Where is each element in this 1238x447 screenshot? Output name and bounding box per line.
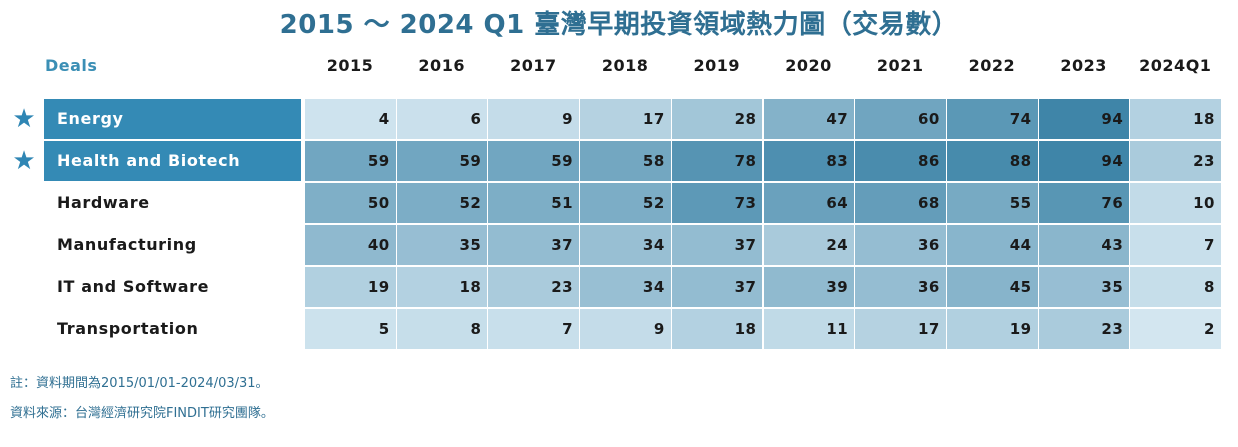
column-header-2021: 2021 xyxy=(876,56,924,75)
heatmap-cell-hardware-2018: 52 xyxy=(580,183,671,223)
row-label-manufacturing: Manufacturing xyxy=(57,235,197,254)
heatmap-cell-it-and-software-2016: 18 xyxy=(396,267,488,307)
heatmap-cell-it-and-software-2022: 45 xyxy=(946,267,1038,307)
heatmap-cell-hardware-2021: 68 xyxy=(855,183,946,223)
heatmap-cell-transportation-2019: 18 xyxy=(671,309,763,349)
heatmap-cell-hardware-2024Q1: 10 xyxy=(1130,183,1221,223)
heatmap-cell-manufacturing-2015: 40 xyxy=(305,225,396,265)
heatmap-cell-energy-2016: 6 xyxy=(396,99,488,139)
heatmap-cell-health-and-biotech-2024Q1: 23 xyxy=(1130,141,1221,181)
heatmap-cell-it-and-software-2017: 23 xyxy=(488,267,580,307)
heatmap-cell-hardware-2017: 51 xyxy=(488,183,580,223)
heatmap-cell-manufacturing-2019: 37 xyxy=(671,225,763,265)
column-header-2020: 2020 xyxy=(785,56,832,75)
heatmap-cell-transportation-2018: 9 xyxy=(580,309,671,349)
heatmap-cell-health-and-biotech-2020: 83 xyxy=(763,141,855,181)
column-header-2022: 2022 xyxy=(968,56,1016,75)
heatmap-cell-energy-2023: 94 xyxy=(1038,99,1130,139)
heatmap-cell-energy-2021: 60 xyxy=(855,99,946,139)
heatmap-cell-hardware-2022: 55 xyxy=(946,183,1038,223)
heatmap-cell-energy-2015: 4 xyxy=(305,99,396,139)
footnote-period: 註：資料期間為2015/01/01-2024/03/31。 xyxy=(10,376,269,391)
heatmap-cell-energy-2024Q1: 18 xyxy=(1130,99,1221,139)
column-header-2017: 2017 xyxy=(510,56,557,75)
heatmap-cell-hardware-2020: 64 xyxy=(763,183,855,223)
heatmap-cell-hardware-2019: 73 xyxy=(671,183,763,223)
heatmap-cell-manufacturing-2023: 43 xyxy=(1038,225,1130,265)
star-icon: ★ xyxy=(12,146,36,176)
heatmap-cell-health-and-biotech-2017: 59 xyxy=(488,141,580,181)
row-label-energy: Energy xyxy=(44,99,301,139)
heatmap-cell-manufacturing-2018: 34 xyxy=(580,225,671,265)
heatmap-cell-it-and-software-2021: 36 xyxy=(855,267,946,307)
heatmap-cell-energy-2020: 47 xyxy=(763,99,855,139)
column-header-2018: 2018 xyxy=(601,56,649,75)
heatmap-cell-health-and-biotech-2022: 88 xyxy=(946,141,1038,181)
heatmap-cell-transportation-2020: 11 xyxy=(763,309,855,349)
heatmap-cell-energy-2019: 28 xyxy=(671,99,763,139)
row-label-hardware: Hardware xyxy=(57,193,150,212)
heatmap-cell-health-and-biotech-2023: 94 xyxy=(1038,141,1130,181)
heatmap-cell-it-and-software-2024Q1: 8 xyxy=(1130,267,1221,307)
heatmap-cell-transportation-2017: 7 xyxy=(488,309,580,349)
heatmap-cell-it-and-software-2019: 37 xyxy=(671,267,763,307)
row-label-health-and-biotech: Health and Biotech xyxy=(44,141,301,181)
heatmap-cell-it-and-software-2023: 35 xyxy=(1038,267,1130,307)
heatmap-cell-transportation-2022: 19 xyxy=(946,309,1038,349)
heatmap-cell-health-and-biotech-2016: 59 xyxy=(396,141,488,181)
heatmap-cell-it-and-software-2018: 34 xyxy=(580,267,671,307)
footnote-source: 資料來源：台灣經濟研究院FINDIT研究團隊。 xyxy=(10,406,274,421)
heatmap-cell-manufacturing-2016: 35 xyxy=(396,225,488,265)
heatmap-cell-energy-2022: 74 xyxy=(946,99,1038,139)
heatmap-cell-transportation-2016: 8 xyxy=(396,309,488,349)
heatmap-cell-manufacturing-2024Q1: 7 xyxy=(1130,225,1221,265)
deals-corner-label: Deals xyxy=(45,56,98,75)
column-header-2016: 2016 xyxy=(418,56,465,75)
heatmap-cell-transportation-2015: 5 xyxy=(305,309,396,349)
heatmap-cell-health-and-biotech-2018: 58 xyxy=(580,141,671,181)
heatmap-cell-it-and-software-2015: 19 xyxy=(305,267,396,307)
row-label-it-and-software: IT and Software xyxy=(57,277,210,296)
heatmap-cell-it-and-software-2020: 39 xyxy=(763,267,855,307)
heatmap-cell-health-and-biotech-2015: 59 xyxy=(305,141,396,181)
column-header-2024Q1: 2024Q1 xyxy=(1139,56,1212,75)
column-header-2023: 2023 xyxy=(1060,56,1107,75)
heatmap-cell-transportation-2021: 17 xyxy=(855,309,946,349)
heatmap-cell-manufacturing-2022: 44 xyxy=(946,225,1038,265)
heatmap-cell-manufacturing-2020: 24 xyxy=(763,225,855,265)
chart-title: 2015 ～ 2024 Q1 臺灣早期投資領域熱力圖（交易數） xyxy=(279,10,959,40)
heatmap-cell-health-and-biotech-2021: 86 xyxy=(855,141,946,181)
heatmap-cell-manufacturing-2017: 37 xyxy=(488,225,580,265)
heatmap-cell-manufacturing-2021: 36 xyxy=(855,225,946,265)
heatmap-cell-energy-2017: 9 xyxy=(488,99,580,139)
heatmap-cell-energy-2018: 17 xyxy=(580,99,671,139)
column-header-2019: 2019 xyxy=(693,56,741,75)
heatmap-cell-hardware-2023: 76 xyxy=(1038,183,1130,223)
heatmap-cell-transportation-2023: 23 xyxy=(1038,309,1130,349)
column-header-2015: 2015 xyxy=(326,56,374,75)
heatmap-cell-hardware-2016: 52 xyxy=(396,183,488,223)
heatmap-cell-transportation-2024Q1: 2 xyxy=(1130,309,1221,349)
heatmap-cell-health-and-biotech-2019: 78 xyxy=(671,141,763,181)
row-label-transportation: Transportation xyxy=(57,319,199,338)
star-icon: ★ xyxy=(12,104,36,134)
heatmap-cell-hardware-2015: 50 xyxy=(305,183,396,223)
